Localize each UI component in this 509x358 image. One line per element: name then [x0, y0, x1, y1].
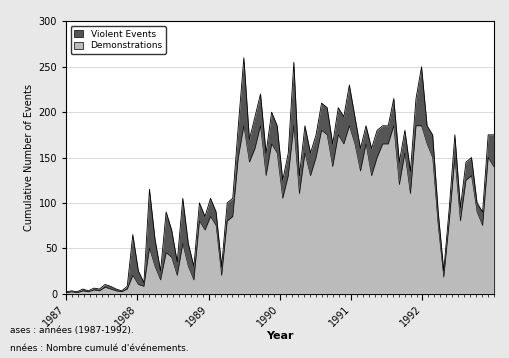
Legend: Violent Events, Demonstrations: Violent Events, Demonstrations — [71, 26, 166, 54]
Y-axis label: Cumulative Number of Events: Cumulative Number of Events — [24, 84, 34, 231]
Text: ases : années (1987-1992).: ases : années (1987-1992). — [10, 326, 134, 335]
Text: nnées : Nombre cumulé d'événements.: nnées : Nombre cumulé d'événements. — [10, 344, 189, 353]
X-axis label: Year: Year — [266, 331, 294, 341]
